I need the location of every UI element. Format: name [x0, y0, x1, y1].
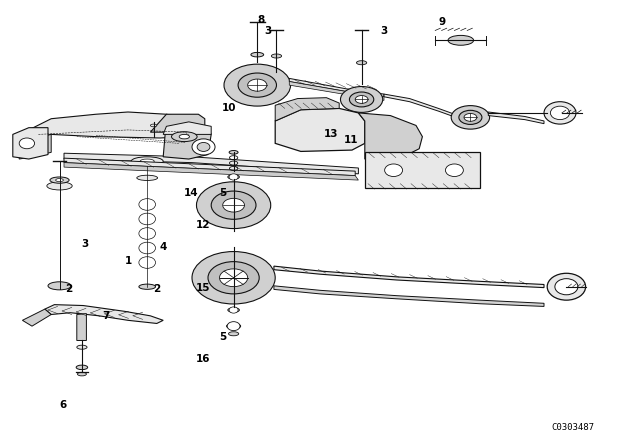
Ellipse shape — [228, 308, 239, 312]
Circle shape — [385, 164, 403, 177]
Text: 9: 9 — [438, 17, 445, 27]
Text: 7: 7 — [102, 311, 109, 321]
Ellipse shape — [139, 284, 156, 289]
Ellipse shape — [172, 132, 197, 142]
Ellipse shape — [77, 372, 86, 376]
Ellipse shape — [150, 124, 157, 127]
Polygon shape — [45, 305, 163, 323]
Ellipse shape — [248, 79, 267, 91]
Polygon shape — [163, 122, 211, 134]
Ellipse shape — [211, 191, 256, 219]
Ellipse shape — [196, 182, 271, 228]
Ellipse shape — [238, 73, 276, 97]
Ellipse shape — [223, 198, 244, 212]
Ellipse shape — [355, 95, 368, 103]
Text: 3: 3 — [264, 26, 271, 36]
Polygon shape — [64, 153, 358, 174]
Ellipse shape — [451, 106, 490, 129]
Text: 12: 12 — [196, 220, 211, 230]
Text: 14: 14 — [184, 188, 198, 198]
Ellipse shape — [47, 182, 72, 190]
Ellipse shape — [77, 345, 87, 349]
Text: 3: 3 — [380, 26, 388, 36]
Text: 11: 11 — [344, 135, 358, 145]
Polygon shape — [488, 112, 544, 124]
Polygon shape — [64, 163, 358, 180]
Ellipse shape — [349, 92, 374, 107]
Polygon shape — [358, 113, 422, 159]
Text: C0303487: C0303487 — [551, 423, 595, 432]
Circle shape — [547, 273, 586, 300]
Polygon shape — [289, 78, 384, 97]
Ellipse shape — [140, 159, 154, 164]
Ellipse shape — [251, 52, 264, 57]
Polygon shape — [275, 108, 365, 151]
Ellipse shape — [228, 175, 239, 179]
Text: 1: 1 — [124, 256, 132, 266]
Circle shape — [229, 307, 238, 313]
Text: 3: 3 — [81, 239, 89, 249]
Ellipse shape — [464, 113, 477, 121]
Text: 8: 8 — [257, 15, 265, 25]
Polygon shape — [22, 309, 51, 326]
Ellipse shape — [48, 282, 71, 290]
Polygon shape — [19, 134, 51, 159]
Circle shape — [445, 164, 463, 177]
Polygon shape — [289, 82, 384, 100]
Ellipse shape — [50, 177, 69, 183]
Circle shape — [227, 322, 240, 331]
Circle shape — [197, 142, 210, 151]
Text: 6: 6 — [59, 401, 67, 410]
Ellipse shape — [224, 64, 291, 106]
Ellipse shape — [179, 134, 189, 139]
Ellipse shape — [208, 262, 259, 294]
Text: 16: 16 — [196, 354, 211, 364]
Ellipse shape — [192, 251, 275, 304]
Ellipse shape — [271, 54, 282, 58]
Text: 2: 2 — [153, 284, 161, 294]
Polygon shape — [19, 112, 198, 141]
Ellipse shape — [448, 35, 474, 45]
Polygon shape — [77, 314, 86, 340]
Ellipse shape — [356, 60, 367, 65]
Ellipse shape — [137, 175, 157, 181]
Text: 13: 13 — [324, 129, 339, 139]
Polygon shape — [150, 114, 205, 132]
Text: 10: 10 — [222, 103, 236, 113]
Polygon shape — [163, 125, 211, 159]
Circle shape — [544, 102, 576, 124]
Ellipse shape — [340, 86, 383, 112]
Polygon shape — [13, 128, 48, 159]
Polygon shape — [365, 152, 480, 188]
Ellipse shape — [227, 323, 241, 329]
Text: 2: 2 — [65, 284, 73, 294]
Circle shape — [555, 279, 578, 295]
Ellipse shape — [229, 151, 238, 154]
Polygon shape — [384, 94, 461, 119]
Ellipse shape — [56, 179, 63, 182]
Polygon shape — [274, 286, 544, 306]
Circle shape — [550, 106, 570, 120]
Ellipse shape — [459, 110, 482, 125]
Text: 5: 5 — [219, 188, 227, 198]
Text: 5: 5 — [219, 332, 227, 342]
Polygon shape — [274, 266, 544, 288]
Ellipse shape — [76, 365, 88, 370]
Ellipse shape — [131, 157, 163, 166]
Polygon shape — [64, 158, 355, 176]
Circle shape — [192, 139, 215, 155]
Text: 4: 4 — [159, 242, 167, 252]
Polygon shape — [275, 98, 339, 121]
Ellipse shape — [220, 269, 248, 287]
Circle shape — [19, 138, 35, 149]
Ellipse shape — [228, 332, 239, 336]
Circle shape — [229, 174, 238, 180]
Text: 15: 15 — [196, 283, 211, 293]
